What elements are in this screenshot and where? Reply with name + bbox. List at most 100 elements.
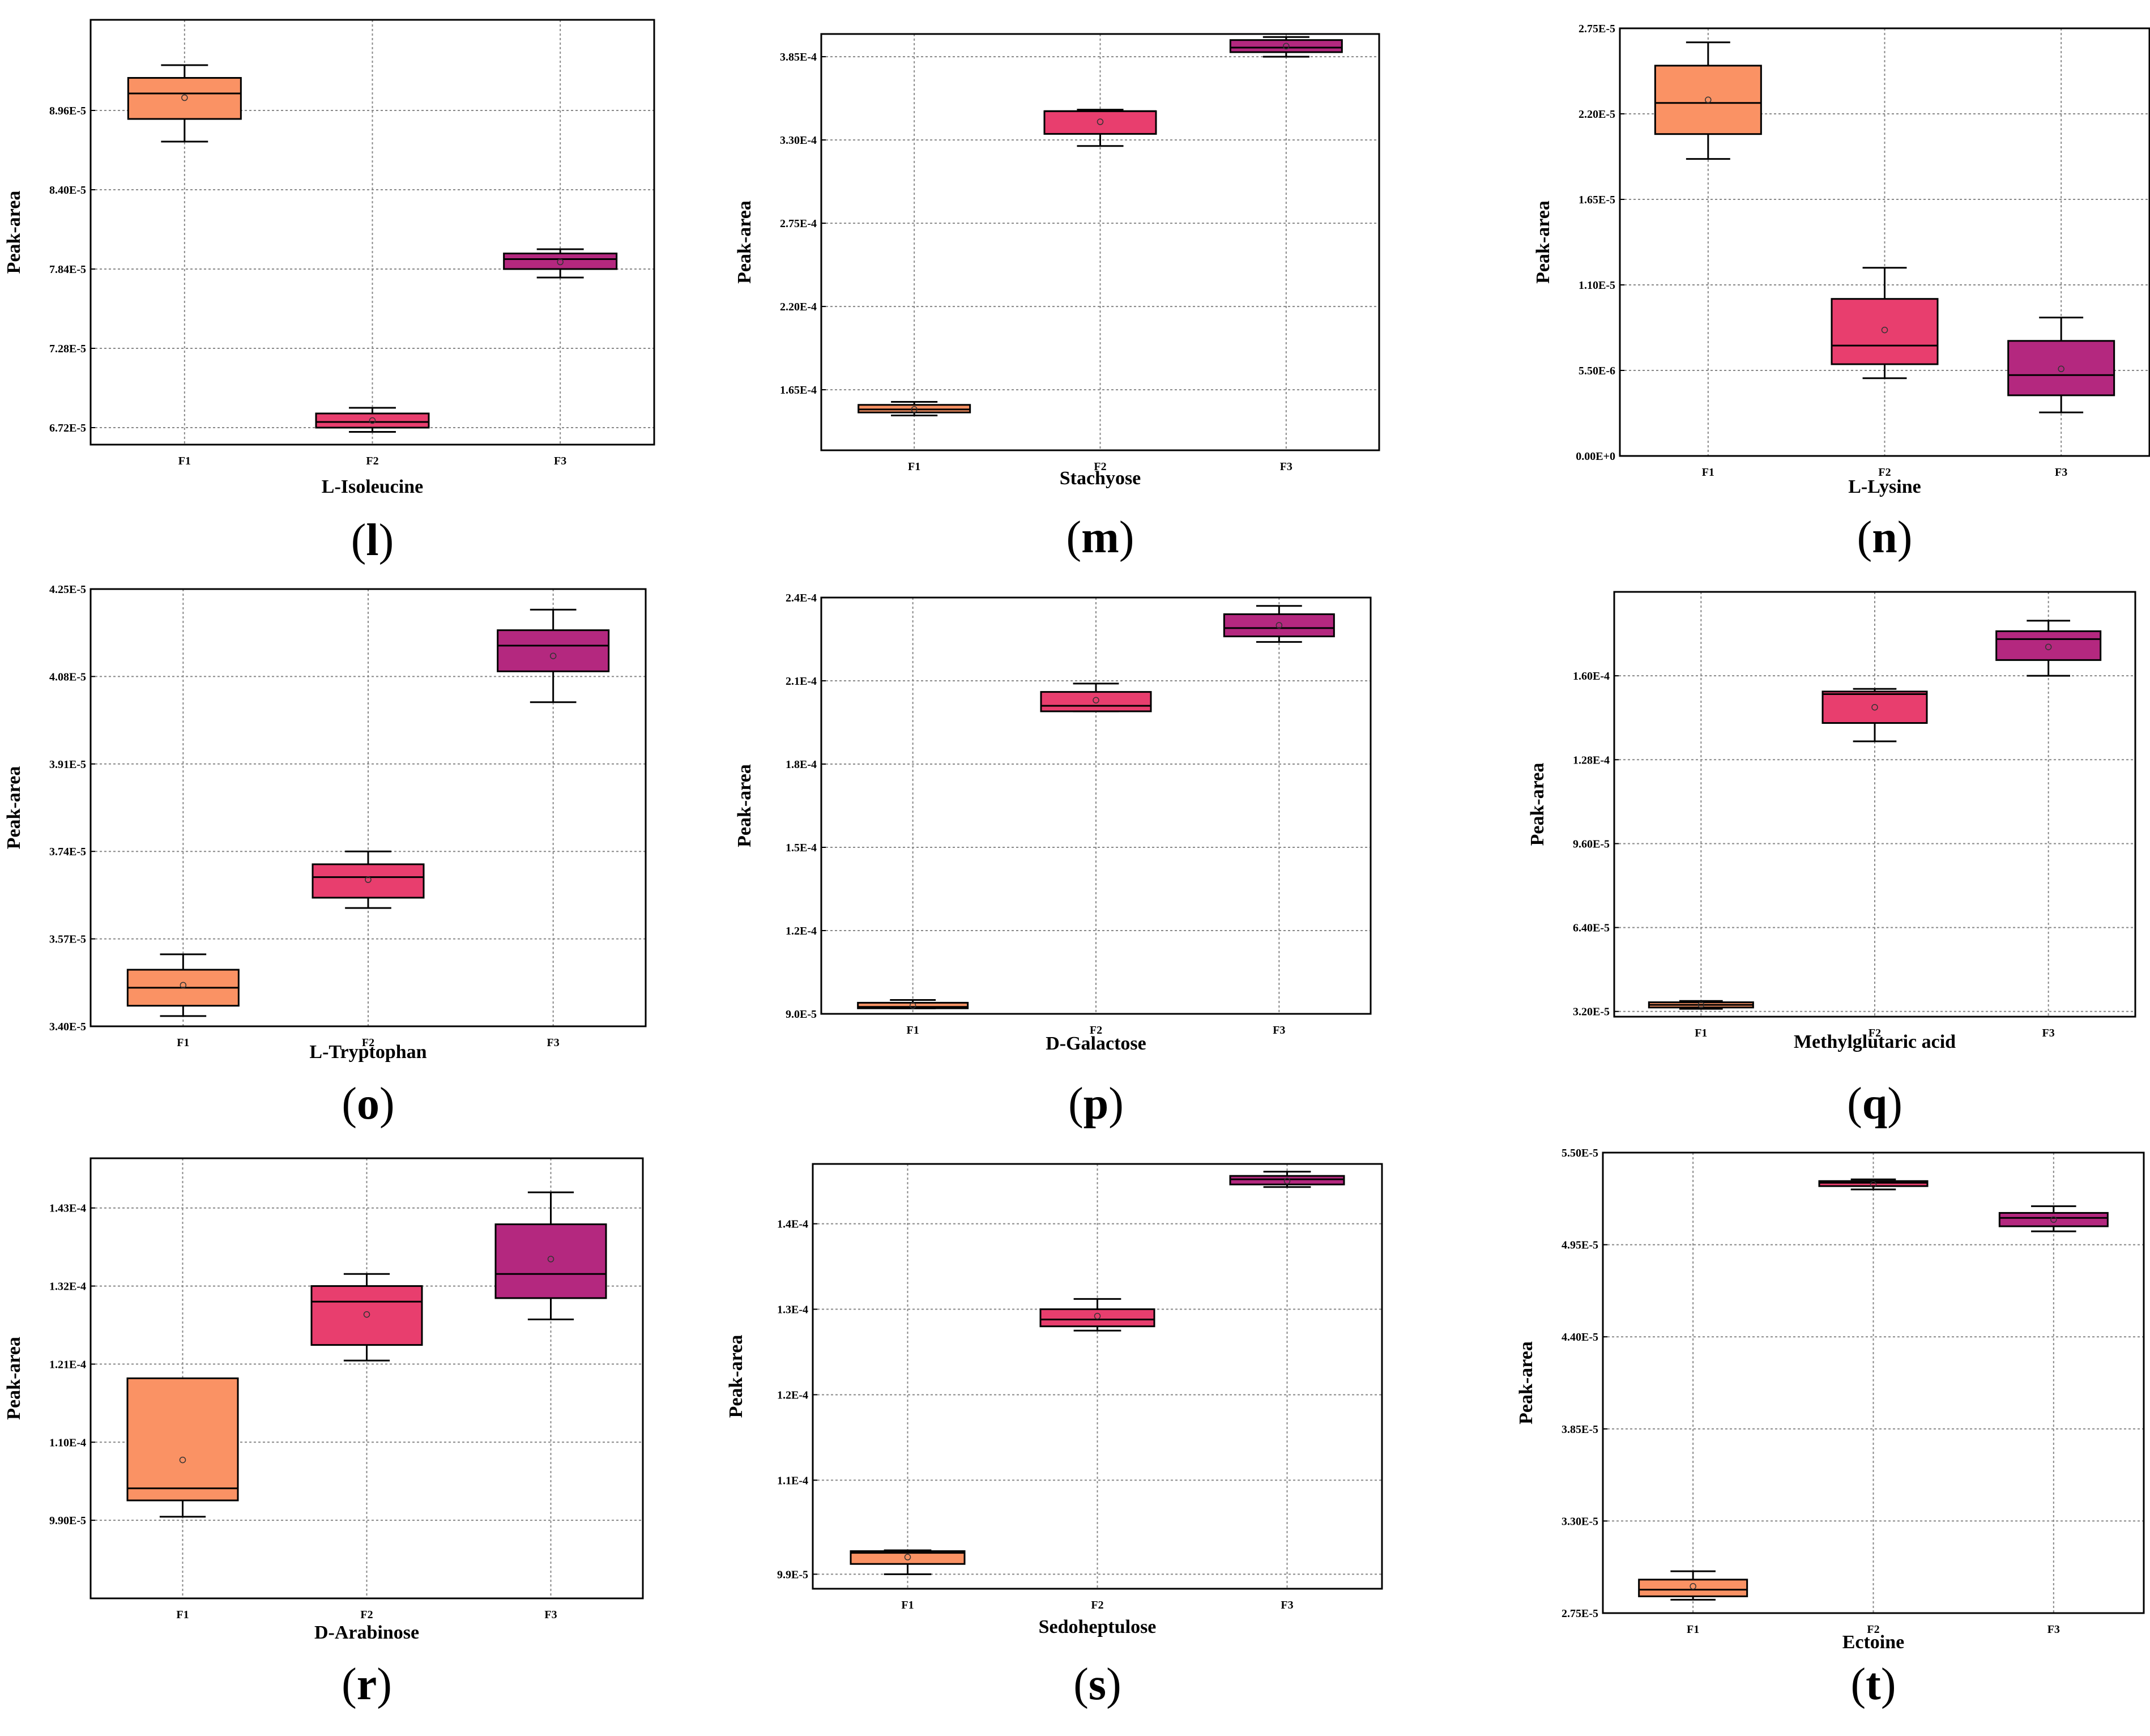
mean-marker	[2045, 643, 2052, 650]
panel-letter-open: (	[1073, 1660, 1089, 1709]
y-tick-label: 2.75E-4	[780, 217, 817, 230]
panel-letter-close: )	[1887, 1079, 1902, 1129]
panel-letter-open: (	[1067, 513, 1082, 562]
mean-marker	[1094, 1312, 1101, 1320]
x-axis-label: L-Isoleucine	[322, 476, 423, 497]
y-axis-label: Peak-area	[3, 766, 24, 850]
box-body	[1821, 690, 1928, 724]
box-F1	[857, 999, 969, 1009]
y-tick-label: 4.08E-5	[49, 671, 86, 683]
box-F1	[1648, 1000, 1754, 1010]
chart-panel-n: 0.00E+0 5.50E-6 1.10E-5 1.65E-5 2.20E-5 2.75E…	[1533, 23, 2150, 562]
y-axis-label: Peak-area	[1533, 201, 1554, 284]
mean-marker	[365, 876, 372, 883]
box-F1	[1638, 1570, 1748, 1601]
y-tick-label: 9.9E-5	[777, 1568, 808, 1581]
y-tick-label: 9.90E-5	[49, 1515, 86, 1527]
plot-frame	[820, 596, 1372, 1015]
x-tick-label: F2	[1091, 1599, 1103, 1611]
panel-letter: (n)	[1857, 513, 1913, 562]
y-axis-label: Peak-area	[726, 1335, 746, 1418]
box-body	[497, 629, 610, 672]
y-tick-label: 1.1E-4	[777, 1474, 808, 1487]
y-tick-label: 7.28E-5	[49, 343, 86, 355]
y-tick-label: 8.40E-5	[49, 184, 86, 197]
box-F2	[1821, 688, 1928, 743]
y-axis-label: Peak-area	[734, 764, 755, 847]
y-tick-label: 1.28E-4	[1573, 754, 1610, 766]
y-tick-label: 0.00E+0	[1576, 450, 1615, 463]
y-tick-label: 2.1E-4	[786, 675, 817, 688]
box-body	[1638, 1579, 1748, 1597]
box-F3	[494, 1191, 607, 1320]
panel-letter: (t)	[1851, 1660, 1896, 1709]
panel-letter: (l)	[351, 515, 394, 565]
y-tick-label: 3.30E-4	[780, 134, 817, 147]
panel-letter-open: (	[342, 1660, 357, 1709]
mean-marker	[1705, 96, 1712, 104]
panel-letter-close: )	[1108, 1079, 1124, 1129]
chart-panel-r: 9.90E-5 1.10E-4 1.21E-4 1.32E-4 1.43E-4 F1 F2 F…	[3, 1157, 644, 1709]
x-axis-label: D-Arabinose	[314, 1622, 419, 1643]
box-F1	[850, 1549, 966, 1575]
mean-marker	[909, 1002, 916, 1009]
panel-letter-value: s	[1089, 1660, 1106, 1709]
mean-marker	[911, 406, 918, 413]
x-tick-label: F2	[366, 455, 378, 467]
panel-letter: (q)	[1847, 1079, 1902, 1129]
y-tick-label: 1.3E-4	[777, 1304, 808, 1316]
mean-marker	[1276, 622, 1283, 629]
plot-frame	[89, 19, 655, 446]
panel-letter-value: m	[1081, 513, 1119, 562]
panel-letter-value: q	[1862, 1079, 1888, 1129]
chart-panel-l: 6.72E-5 7.28E-5 7.84E-5 8.40E-5 8.96E-5 F1 F2 F…	[3, 19, 655, 565]
plot-frame	[1602, 1151, 2145, 1614]
y-tick-label: 1.65E-5	[1579, 194, 1615, 206]
mean-marker	[1097, 118, 1104, 125]
box-F2	[1040, 683, 1152, 713]
box-F1	[858, 400, 971, 417]
y-tick-label: 3.57E-5	[49, 933, 86, 946]
panel-letter-open: (	[1068, 1079, 1083, 1129]
mean-marker	[1283, 42, 1290, 50]
box-body	[315, 412, 430, 429]
box-F2	[1818, 1178, 1929, 1191]
x-tick-label: F2	[1090, 1024, 1102, 1037]
x-tick-label: F3	[2047, 1623, 2060, 1636]
x-tick-label: F1	[178, 455, 191, 467]
x-tick-label: F3	[547, 1037, 560, 1049]
panel-letter: (p)	[1068, 1079, 1124, 1129]
x-tick-label: F1	[908, 460, 920, 473]
y-tick-label: 1.43E-4	[49, 1202, 86, 1215]
mean-marker	[2050, 1216, 2057, 1223]
panel-letter: (m)	[1067, 513, 1134, 562]
x-tick-label: F3	[1280, 460, 1292, 473]
y-tick-label: 1.2E-4	[777, 1389, 808, 1401]
plot-frame	[1613, 591, 2136, 1018]
x-axis-label: L-Lysine	[1848, 476, 1921, 497]
x-tick-label: F1	[907, 1024, 919, 1037]
y-tick-label: 1.60E-4	[1573, 670, 1610, 683]
chart-panel-s: 9.9E-5 1.1E-4 1.2E-4 1.3E-4 1.4E-4 F1 F2 F3 Sedo…	[726, 1163, 1383, 1709]
y-tick-label: 1.8E-4	[786, 758, 817, 771]
mean-marker	[557, 258, 564, 266]
x-tick-label: F2	[1878, 466, 1891, 479]
box-F2	[312, 850, 425, 909]
box-F1	[1654, 41, 1762, 160]
y-tick-label: 2.20E-4	[780, 301, 817, 313]
mean-marker	[179, 1456, 186, 1464]
box-F3	[2007, 317, 2115, 413]
box-F2	[315, 407, 430, 433]
y-tick-label: 3.85E-4	[780, 51, 817, 63]
y-tick-label: 7.84E-5	[49, 263, 86, 276]
panel-letter-value: t	[1866, 1660, 1881, 1709]
box-body	[127, 77, 242, 120]
box-F1	[126, 953, 240, 1017]
y-axis-label: Peak-area	[3, 191, 24, 274]
box-F2	[310, 1273, 423, 1362]
panel-letter-open: (	[1851, 1660, 1866, 1709]
x-axis-label: Methylglutaric acid	[1794, 1031, 1956, 1052]
y-tick-label: 2.75E-5	[1579, 23, 1615, 35]
chart-panel-p: 9.0E-5 1.2E-4 1.5E-4 1.8E-4 2.1E-4 2.4E-4 F1 F2…	[734, 592, 1372, 1129]
box-body	[2007, 340, 2115, 396]
